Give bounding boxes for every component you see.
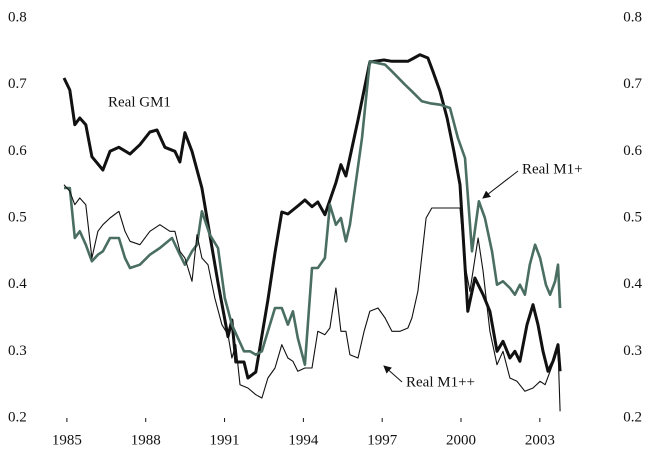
x-tick-label: 1991 <box>210 432 240 448</box>
x-tick-label: 1997 <box>367 432 398 448</box>
y-tick-label: 0.5 <box>8 209 27 225</box>
y2-tick-label: 0.5 <box>623 209 642 225</box>
y2-tick-label: 0.4 <box>623 276 642 292</box>
y-tick-label: 0.6 <box>8 143 27 159</box>
y-tick-label: 0.7 <box>8 76 27 92</box>
x-tick-label: 1985 <box>52 432 82 448</box>
y2-tick-label: 0.8 <box>623 9 642 25</box>
y2-tick-label: 0.3 <box>623 343 642 359</box>
x-tick-label: 1988 <box>131 432 161 448</box>
series-label: Real M1+ <box>522 161 583 177</box>
series-line <box>64 60 562 366</box>
x-tick-label: 2000 <box>446 432 476 448</box>
y2-tick-label: 0.6 <box>623 143 642 159</box>
series-line <box>63 184 561 412</box>
x-tick-label: 1994 <box>288 432 319 448</box>
annotation-arrow <box>482 170 519 199</box>
y-tick-label: 0.3 <box>8 343 27 359</box>
annotation-arrow <box>383 365 403 383</box>
series-label: Real GM1 <box>108 94 171 110</box>
y-tick-label: 0.4 <box>8 276 27 292</box>
x-tick-label: 2003 <box>525 432 555 448</box>
y2-tick-label: 0.7 <box>623 76 642 92</box>
y2-tick-label: 0.2 <box>623 409 642 425</box>
y-tick-label: 0.2 <box>8 409 27 425</box>
series-label: Real M1++ <box>406 374 475 390</box>
y-tick-label: 0.8 <box>8 9 27 25</box>
series-line <box>62 53 562 380</box>
